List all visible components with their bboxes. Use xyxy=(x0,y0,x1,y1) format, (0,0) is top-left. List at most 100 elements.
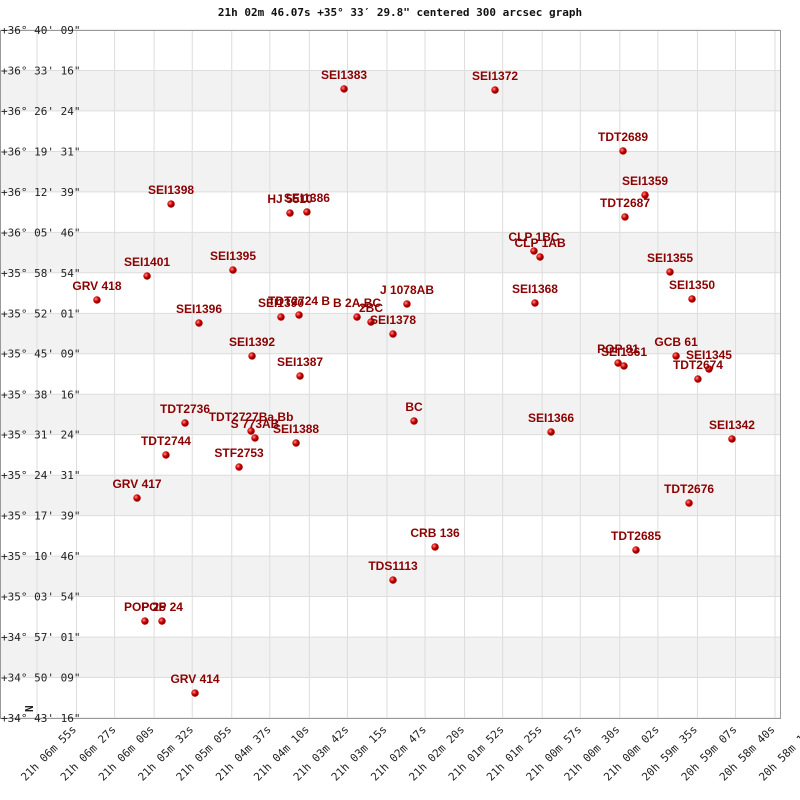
star-label: CRB 136 xyxy=(410,526,460,540)
star-label: TDT2685 xyxy=(611,529,661,543)
star-label: TDT2676 xyxy=(664,482,714,496)
band xyxy=(0,556,780,597)
star-label: SEI1401 xyxy=(124,255,170,269)
star-label: SEI1378 xyxy=(370,313,416,327)
star-point xyxy=(235,463,243,471)
y-tick-label: +35° 17' 39" xyxy=(1,510,80,523)
star-label: POP 25 xyxy=(124,600,166,614)
star-point xyxy=(248,352,256,360)
y-tick-label: +36° 12' 39" xyxy=(1,186,80,199)
star-point xyxy=(277,313,285,321)
star-point xyxy=(547,428,555,436)
star-point xyxy=(340,85,348,93)
star-point xyxy=(536,253,544,261)
star-point xyxy=(614,359,622,367)
star-point xyxy=(491,86,499,94)
star-label: GRV 414 xyxy=(170,672,219,686)
star-point xyxy=(93,296,101,304)
star-point xyxy=(141,617,149,625)
star-point xyxy=(143,272,151,280)
star-label: SEI1366 xyxy=(528,411,574,425)
y-tick-label: +36° 40' 09" xyxy=(1,24,80,37)
grid xyxy=(0,29,780,719)
star-label: TDT2727Ba,Bb xyxy=(209,410,294,424)
y-tick-label: +35° 24' 31" xyxy=(1,469,80,482)
star-label: SEI1392 xyxy=(229,335,275,349)
y-tick-label: +35° 03' 54" xyxy=(1,591,80,604)
star-point xyxy=(694,375,702,383)
star-label: SEI1383 xyxy=(321,68,367,82)
y-tick-label: +35° 10' 46" xyxy=(1,550,80,563)
y-tick-label: +34° 43' 16" xyxy=(1,712,80,725)
star-point xyxy=(410,417,418,425)
y-tick-label: +35° 52' 01" xyxy=(1,307,80,320)
star-label: TDT2674 xyxy=(673,358,723,372)
star-label: SEI1396 xyxy=(176,302,222,316)
star-label: STF2753 xyxy=(214,446,264,460)
star-label: SEI1386 xyxy=(284,191,330,205)
band xyxy=(0,70,780,111)
star-point xyxy=(705,365,713,373)
y-tick-label: +35° 58' 54" xyxy=(1,267,80,280)
star-point xyxy=(619,147,627,155)
star-point xyxy=(621,213,629,221)
star-point xyxy=(530,247,538,255)
star-point xyxy=(672,352,680,360)
star-point xyxy=(666,268,674,276)
star-point xyxy=(688,295,696,303)
star-label: TDT2724 B xyxy=(268,294,330,308)
star-point xyxy=(158,617,166,625)
star-point xyxy=(167,200,175,208)
star-label: SEI1355 xyxy=(647,251,693,265)
star-label: POP 24 xyxy=(141,600,183,614)
bands xyxy=(0,70,780,678)
star-point xyxy=(295,311,303,319)
star-label: S 773AB xyxy=(231,417,280,431)
star-point xyxy=(191,689,199,697)
star-label: TDS1113 xyxy=(368,559,418,573)
star-label: BC xyxy=(405,400,423,414)
star-label: B 2A,BC xyxy=(333,296,381,310)
points: SEI1383 SEI1372 TDT2689 SEI1359 TDT2687 SEI13… xyxy=(72,68,755,697)
star-label: HJ 5510 xyxy=(267,192,313,206)
star-point xyxy=(403,300,411,308)
band xyxy=(0,394,780,435)
star-label: SEI1398 xyxy=(148,183,194,197)
y-tick-label: +36° 26' 24" xyxy=(1,105,80,118)
y-tick-label: +35° 38' 16" xyxy=(1,388,80,401)
star-label: TDT2687 xyxy=(600,196,650,210)
star-point xyxy=(367,318,375,326)
star-point xyxy=(286,209,294,217)
star-point xyxy=(195,319,203,327)
star-label: GRV 417 xyxy=(112,477,161,491)
star-point xyxy=(641,191,649,199)
star-label: SEI1372 xyxy=(472,69,518,83)
star-label: TDT2736 xyxy=(160,402,210,416)
star-point xyxy=(353,313,361,321)
star-point xyxy=(531,299,539,307)
star-label: POP 81 xyxy=(597,342,639,356)
star-point xyxy=(133,494,141,502)
star-point xyxy=(431,543,439,551)
star-point xyxy=(247,427,255,435)
star-label: SEI1350 xyxy=(669,278,715,292)
star-label: SEI1361 xyxy=(601,345,647,359)
star-label: SEI1359 xyxy=(622,174,668,188)
star-label: SEI1387 xyxy=(277,355,323,369)
band xyxy=(0,151,780,192)
star-label: CLP 1AB xyxy=(514,236,565,250)
star-label: TDT2689 xyxy=(598,130,648,144)
star-point xyxy=(251,434,259,442)
star-point xyxy=(181,419,189,427)
y-tick-label: +35° 31' 24" xyxy=(1,429,80,442)
star-label: J 1078AB xyxy=(380,283,434,297)
y-tick-label: +35° 45' 09" xyxy=(1,348,80,361)
star-label: GRV 418 xyxy=(72,279,121,293)
star-point xyxy=(620,362,628,370)
star-point xyxy=(303,208,311,216)
star-label: SEI1388 xyxy=(273,422,319,436)
star-label: GCB 61 xyxy=(654,335,698,349)
star-label: CLP 1BC xyxy=(508,230,559,244)
star-label: SEI1390 xyxy=(258,296,304,310)
